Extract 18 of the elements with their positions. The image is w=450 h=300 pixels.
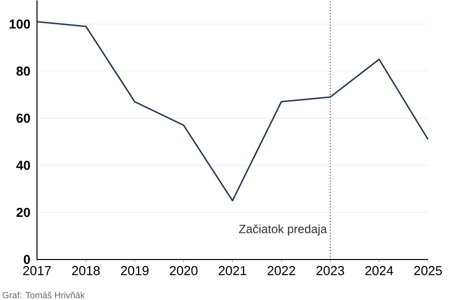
x-tick-label: 2017	[23, 266, 51, 275]
y-tick-label: 0	[24, 254, 30, 264]
x-tick-label: 2025	[414, 266, 442, 275]
x-tick-label: 2020	[170, 266, 198, 275]
line-series	[36, 20, 429, 202]
y-tick-label: 60	[16, 113, 30, 123]
x-tick-label: 2023	[316, 266, 344, 275]
x-tick-label: 2019	[121, 266, 149, 275]
y-tick-label: 20	[16, 208, 30, 217]
y-tick-label: 80	[16, 66, 30, 76]
y-tick-label: 40	[16, 160, 30, 170]
x-tick-label: 2018	[72, 266, 100, 275]
x-tick-label: 2024	[365, 266, 394, 275]
ref-line-label: Začiatok predaja	[239, 224, 328, 236]
y-tick-label: 100	[10, 19, 30, 28]
text: Graf: Tomáš Hrivňák	[2, 291, 85, 298]
x-tick-label: 2021	[218, 266, 246, 275]
x-tick-label: 2022	[268, 266, 296, 275]
